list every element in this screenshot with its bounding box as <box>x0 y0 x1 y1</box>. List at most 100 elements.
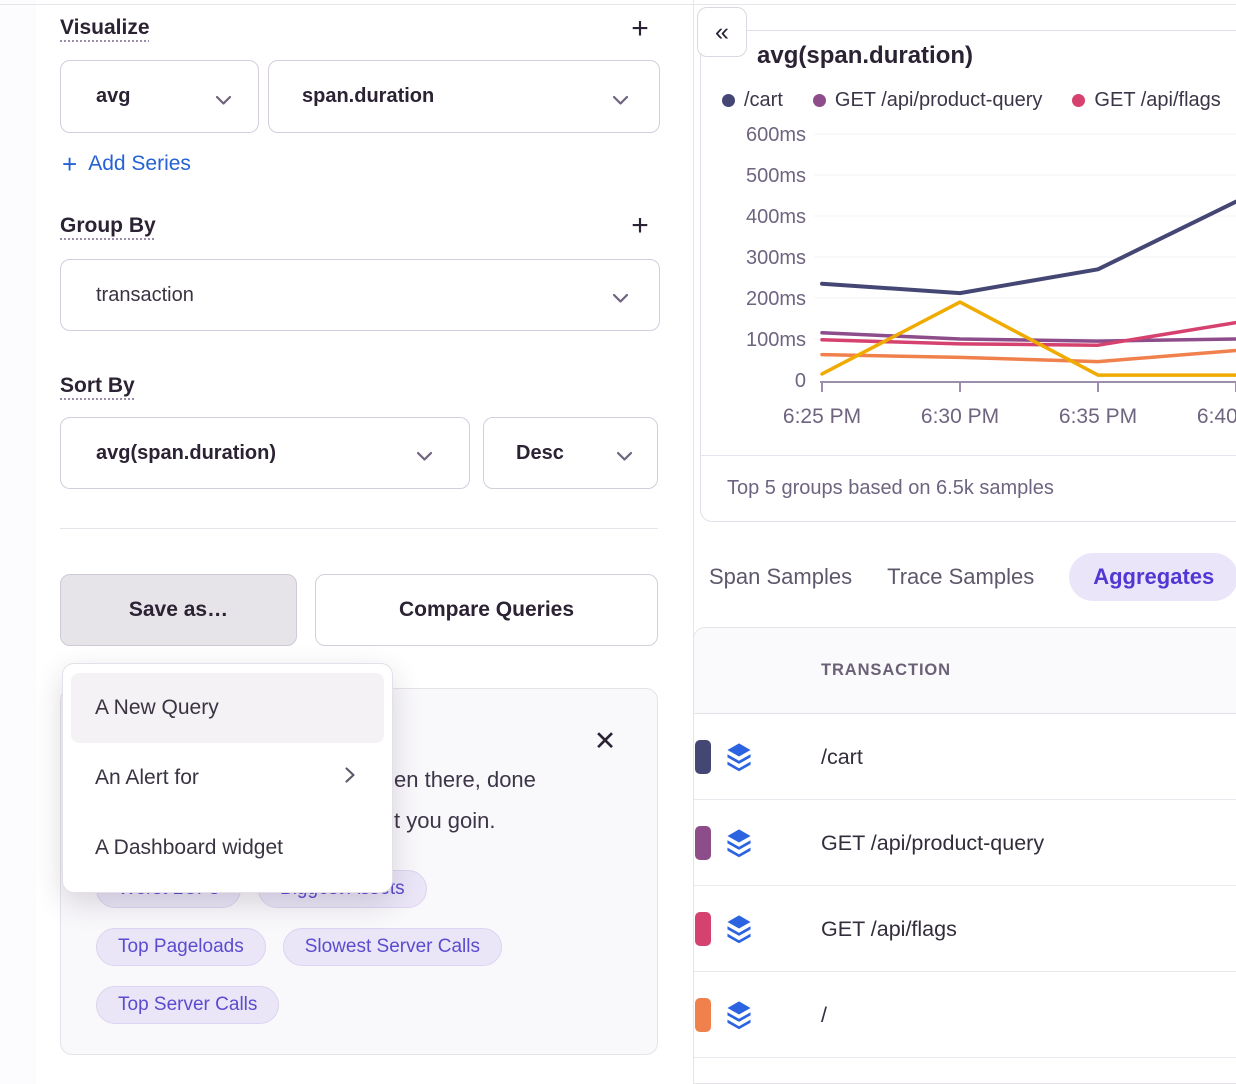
aggregate-select-value: avg <box>96 85 131 107</box>
chevron-right-icon <box>344 766 356 790</box>
chevron-down-icon <box>416 449 433 467</box>
tab-trace-samples[interactable]: Trace Samples <box>887 564 1035 589</box>
series-color-bar <box>695 912 711 946</box>
chevron-down-icon <box>612 93 629 111</box>
add-visualize-icon[interactable]: + <box>631 12 649 45</box>
y-axis-tick-label: 200ms <box>746 288 806 310</box>
transaction-cell: GET /api/product-query <box>821 831 1045 855</box>
field-select-value: span.duration <box>302 85 435 107</box>
chip-row: Top Pageloads Slowest Server Calls <box>96 928 502 966</box>
sort-by-heading: Sort By <box>60 374 135 397</box>
compare-queries-button[interactable]: Compare Queries <box>315 574 658 646</box>
x-axis-tick-label: 6:25 PM <box>783 405 861 428</box>
legend-label: /cart <box>744 88 783 111</box>
save-as-menu: A New Query An Alert for A Dashboard widge… <box>62 663 393 893</box>
legend-label: GET /api/product-query <box>834 88 1043 111</box>
sort-field-select[interactable]: avg(span.duration) <box>60 417 470 489</box>
y-axis-tick-label: 600ms <box>746 124 806 146</box>
chevron-down-icon <box>612 291 629 309</box>
x-axis-tick-label: 6:30 PM <box>921 405 999 428</box>
y-axis-tick-label: 400ms <box>746 206 806 228</box>
sort-direction-select[interactable]: Desc <box>483 417 658 489</box>
aggregate-select[interactable]: avg <box>60 60 259 133</box>
menu-item-label: A New Query <box>95 696 219 719</box>
samples-tabs: Span Samples Trace Samples Aggregates <box>709 553 1236 601</box>
transaction-cell: / <box>821 1003 827 1027</box>
collapse-icon: « <box>715 17 729 46</box>
suggested-queries-text-line1: en there, done <box>394 767 536 792</box>
top-divider <box>0 4 1236 5</box>
legend-item-get-api-product-query: GET /api/product-query <box>812 88 1043 112</box>
legend-dot-icon <box>812 93 826 107</box>
suggested-query-chip-top-pageloads[interactable]: Top Pageloads <box>96 928 266 966</box>
suggested-query-chip-top-server-calls[interactable]: Top Server Calls <box>96 986 280 1024</box>
chart-line-cart <box>820 199 1236 296</box>
y-axis-tick-label: 0 <box>795 370 806 392</box>
visualize-heading: Visualize <box>60 16 150 39</box>
add-series-label: Add Series <box>88 152 191 175</box>
chart-plot: 0 100ms 200ms 300ms 400ms 500ms 600ms 6:25 PM 6:… <box>746 124 1236 428</box>
chart-line-item <box>820 300 1236 377</box>
series-color-bar <box>695 826 711 860</box>
sort-direction-select-value: Desc <box>516 441 564 464</box>
chart-card <box>700 30 1236 522</box>
menu-item-a-dashboard-widget[interactable]: A Dashboard widget <box>71 813 384 883</box>
series-color-bar <box>695 998 711 1032</box>
legend-dot-icon <box>1072 93 1086 107</box>
save-as-button[interactable]: Save as… <box>60 574 297 646</box>
chart-legend: /cart GET /api/product-query GET /api/flag… <box>722 86 1236 114</box>
table-row-cart[interactable]: /cart <box>694 714 1236 800</box>
layers-icon <box>724 742 754 772</box>
group-by-heading: Group By <box>60 214 156 237</box>
table-body: /cart GET /api/product-query GET /api/flag… <box>694 714 1236 1058</box>
x-axis-tick-label: 6:40 PM <box>1197 405 1236 428</box>
layers-icon <box>724 828 754 858</box>
group-by-select-value: transaction <box>96 283 194 306</box>
layers-icon <box>724 1000 754 1030</box>
transaction-cell: /cart <box>821 745 863 769</box>
series-color-bar <box>695 740 711 774</box>
page-left-gutter <box>0 0 36 1084</box>
chevron-down-icon <box>616 449 633 467</box>
legend-item-get-api-flags: GET /api/flags <box>1072 88 1221 112</box>
menu-item-label: An Alert for <box>95 766 199 789</box>
suggested-query-chip-slowest-server-calls[interactable]: Slowest Server Calls <box>282 928 502 966</box>
chevron-down-icon <box>215 93 232 111</box>
y-axis-tick-label: 500ms <box>746 165 806 187</box>
chip-row: Top Server Calls <box>96 986 280 1024</box>
field-select[interactable]: span.duration <box>268 60 660 133</box>
y-axis-tick-label: 100ms <box>746 329 806 351</box>
plus-icon: + <box>62 149 78 179</box>
add-group-by-icon[interactable]: + <box>631 209 649 242</box>
y-axis-tick-label: 300ms <box>746 247 806 269</box>
legend-item-cart: /cart <box>722 89 783 112</box>
menu-item-a-new-query[interactable]: A New Query <box>71 673 384 743</box>
table-row-get-api-flags[interactable]: GET /api/flags <box>694 886 1236 972</box>
chart-line-get-api-flags <box>820 320 1236 347</box>
transaction-cell: GET /api/flags <box>821 917 957 941</box>
chart-title: avg(span.duration) <box>757 42 974 69</box>
collapse-panel-button[interactable]: « <box>697 7 747 57</box>
sort-field-select-value: avg(span.duration) <box>96 441 277 464</box>
tab-span-samples[interactable]: Span Samples <box>709 564 853 589</box>
aggregates-table: TRANSACTION /cart GET /api/product-query G… <box>693 627 1236 1084</box>
layers-icon <box>724 914 754 944</box>
section-divider <box>60 528 658 529</box>
legend-label: GET /api/flags <box>1094 88 1221 111</box>
suggested-queries-text-line2: t you goin. <box>394 808 496 833</box>
chart-line-item <box>820 348 1236 364</box>
table-header-transaction: TRANSACTION <box>694 628 1236 714</box>
group-by-select[interactable]: transaction <box>60 259 660 331</box>
chart-footer: Top 5 groups based on 6.5k samples <box>701 455 1236 521</box>
add-series-button[interactable]: + Add Series <box>62 151 191 177</box>
panel-divider <box>693 0 694 1084</box>
menu-item-label: A Dashboard widget <box>95 836 283 859</box>
menu-item-an-alert-for[interactable]: An Alert for <box>71 743 384 813</box>
table-row-item[interactable]: / <box>694 972 1236 1058</box>
tab-aggregates[interactable]: Aggregates <box>1069 553 1236 601</box>
table-row-get-api-product-query[interactable]: GET /api/product-query <box>694 800 1236 886</box>
x-axis-tick-label: 6:35 PM <box>1059 405 1137 428</box>
close-icon[interactable]: ✕ <box>593 725 617 756</box>
legend-dot-icon <box>722 93 735 107</box>
